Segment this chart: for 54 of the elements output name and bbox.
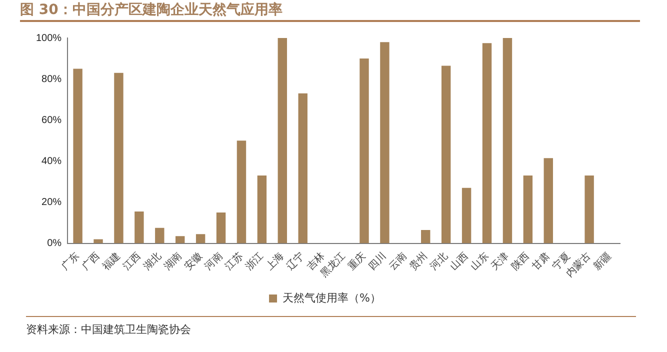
bar: [73, 68, 82, 244]
y-tick-label: 40%: [42, 156, 62, 167]
x-tick-label: 甘肃: [530, 250, 552, 273]
bar: [421, 230, 430, 244]
bar: [502, 38, 512, 244]
bar: [298, 93, 308, 244]
bar: [462, 188, 472, 244]
x-tick-label: 山东: [468, 250, 491, 273]
x-tick-label: 山西: [448, 250, 471, 273]
x-tick-label: 上海: [264, 250, 286, 273]
y-tick-label: 0%: [47, 238, 62, 250]
bar: [380, 42, 390, 244]
y-tick-label: 60%: [42, 114, 62, 126]
x-tick-label: 新疆: [591, 250, 614, 273]
x-tick-label: 河南: [202, 250, 225, 273]
x-tick-label: 贵州: [406, 250, 430, 273]
y-tick-label: 20%: [42, 196, 62, 208]
text: 资料来源：中国建筑卫生陶瓷协会: [26, 322, 191, 337]
y-tick-label: 100%: [36, 32, 62, 44]
bar: [523, 176, 533, 244]
x-tick-label: 广东: [59, 250, 82, 273]
x-tick-label: 四川: [366, 250, 389, 273]
bar: [94, 239, 103, 244]
bar: [257, 176, 267, 244]
bar: [584, 176, 594, 244]
bar: [155, 228, 164, 244]
y-tick-label: 80%: [42, 74, 62, 85]
x-tick-label: 河北: [427, 250, 450, 273]
x-tick-label: 陕西: [509, 250, 532, 273]
bar: [360, 58, 369, 244]
x-tick-label: 江西: [120, 250, 144, 273]
x-tick-label: 湖北: [140, 250, 164, 273]
x-tick-label: 江苏: [222, 250, 246, 273]
x-tick-label: 重庆: [346, 250, 368, 273]
bar: [236, 140, 246, 244]
x-tick-label: 湖南: [161, 250, 184, 273]
bar: [176, 236, 185, 244]
bar: [216, 212, 226, 244]
bar: [482, 43, 492, 244]
bar: [441, 66, 451, 244]
x-tick-label: 辽宁: [284, 250, 307, 273]
x-tick-label: 浙江: [243, 250, 266, 273]
chart-title: 图 30：中国分产区建陶企业天然气应用率: [20, 2, 640, 22]
x-tick-label: 天津: [488, 250, 512, 273]
legend-label: 天然气使用率（%）: [282, 291, 381, 304]
bar: [134, 211, 144, 244]
x-tick-label: 广西: [80, 250, 102, 273]
bar: [544, 158, 553, 244]
x-tick-label: 云南: [386, 250, 410, 273]
bar: [196, 234, 206, 244]
bar: [278, 38, 288, 244]
x-tick-label: 福建: [100, 250, 123, 273]
x-tick-label: 安徽: [182, 250, 205, 273]
bar: [114, 72, 124, 244]
